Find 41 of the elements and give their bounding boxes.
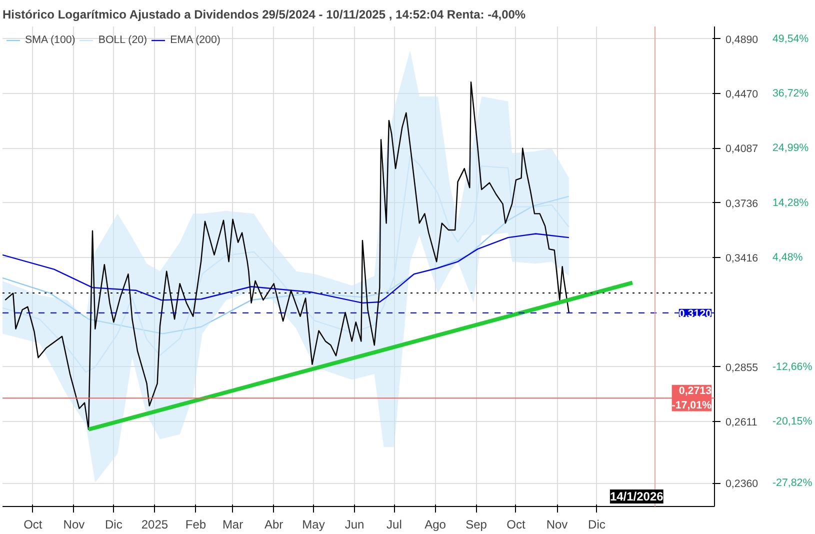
y-tick-label: 0,3416 (726, 252, 758, 265)
y-tick-label: 0,3736 (726, 198, 758, 210)
x-tick-label: Ago (424, 518, 446, 532)
x-tick-label: Feb (185, 518, 206, 532)
line-series (2, 233, 570, 304)
x-tick-label: Dic (105, 518, 122, 532)
x-tick-label: Nov (63, 518, 85, 532)
ref-line-label: 14/1/2026 (610, 490, 664, 504)
legend-label: BOLL (20) (98, 34, 148, 46)
x-tick-label: Sep (466, 518, 488, 532)
chart-title: Histórico Logarítmico Ajustado a Dividendos 29/5/2024 - 10/11/2025 , 14:52:04 Renta: -4,00% (2, 8, 526, 22)
y-tick-label: 0,4087 (726, 143, 758, 156)
y-tick-label: 0,4890 (726, 34, 758, 46)
legend-label: SMA (100) (25, 34, 76, 46)
text: -12,66% (772, 360, 813, 373)
x-tick-label: Jun (344, 518, 364, 532)
line-series (2, 155, 570, 373)
text: -20,15% (772, 415, 813, 428)
x-tick-label: Jul (386, 518, 402, 532)
text: 4,48% (772, 252, 804, 264)
line-series (2, 196, 570, 334)
text: 24,99% (772, 142, 810, 154)
ref-line-label: 0,3120 (678, 308, 712, 320)
y-tick-label: 0,2611 (726, 416, 758, 428)
y-tick-label: 0,2360 (726, 478, 758, 490)
text: 14,28% (772, 196, 810, 209)
x-tick-label: Oct (506, 518, 526, 532)
legend-label: EMA (200) (170, 34, 220, 46)
text: 36,72% (772, 88, 810, 100)
x-tick-label: Dic (588, 518, 606, 532)
x-tick-label: Oct (24, 518, 43, 532)
text: 49,54% (772, 32, 810, 45)
x-tick-label: Mar (222, 518, 244, 532)
ref-line-label: 0,2713 -17,01% (672, 384, 712, 412)
x-tick-label: Abr (264, 518, 284, 532)
y-tick-label: 0,2855 (726, 362, 758, 374)
x-tick-label: 2025 (141, 518, 168, 532)
x-tick-label: Nov (546, 518, 568, 532)
text: -27,82% (772, 477, 813, 490)
y-tick-label: 0,4470 (726, 88, 758, 101)
x-tick-label: May (302, 518, 325, 532)
